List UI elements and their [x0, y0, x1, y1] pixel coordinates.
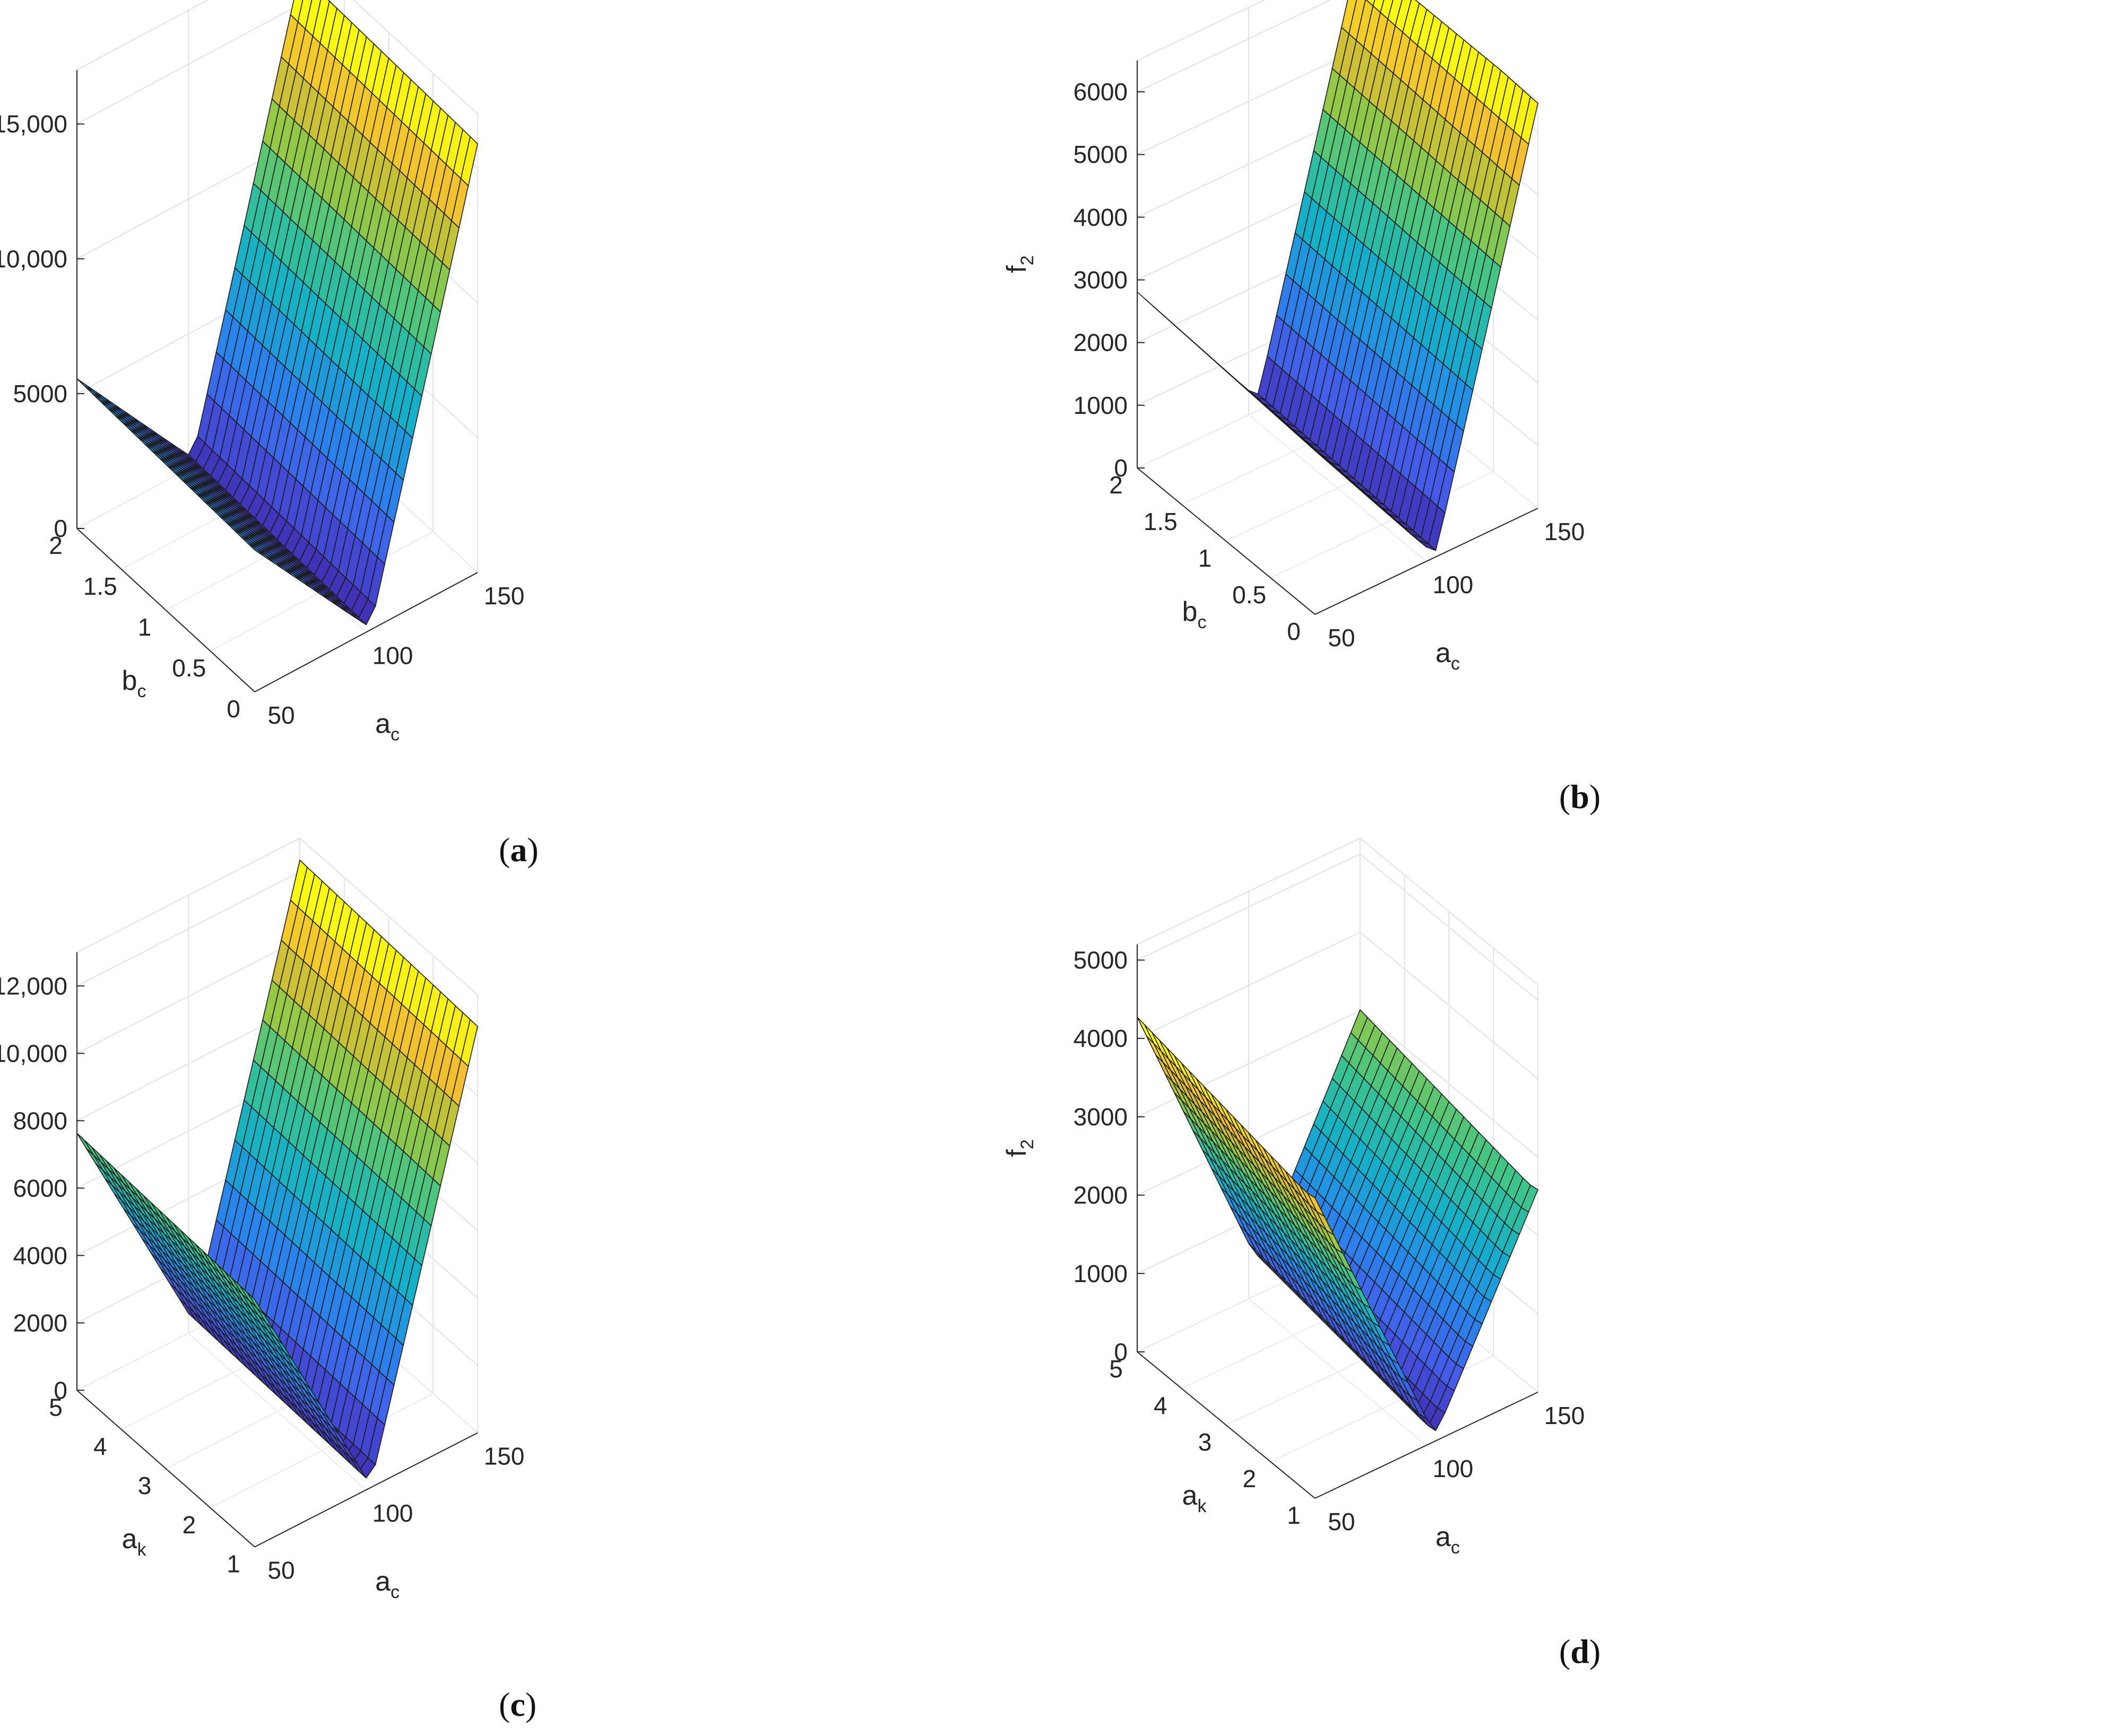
x-axis-label: ac [1435, 1522, 1460, 1558]
x-axis-line [254, 572, 478, 692]
y-axis-label: ak [122, 1524, 147, 1560]
x-axis-label: ac [1435, 638, 1460, 674]
surface-plot-c: 0 2000 4000 6000 8000 10,000 12,000 1 2 3 4 5 50 100 1… [0, 837, 524, 1602]
y-tick-label: 5 [1109, 1355, 1123, 1383]
x-axis-line [1314, 1392, 1538, 1499]
y-tick-label: 4 [1154, 1392, 1167, 1419]
surface-cell [247, 1292, 265, 1315]
y-axis-line [1137, 1351, 1316, 1499]
caption-c: (c) [499, 1686, 537, 1723]
y-axis-label: bc [122, 665, 146, 701]
panel-a: 0500010,00015,00000.511.5250100150f1bcac… [0, 0, 1060, 869]
x-tick-label: 150 [1544, 1402, 1585, 1429]
z-tick-label: 15,000 [0, 110, 67, 138]
z-tick-label: 12,000 [0, 972, 67, 1000]
x-tick-label: 50 [267, 701, 295, 729]
z-tick-label: 5000 [13, 380, 67, 407]
z-tick-label: 0 [54, 1376, 67, 1404]
z-tick-label: 2000 [1074, 1182, 1128, 1209]
z-tick-label: 1000 [1074, 1260, 1128, 1287]
y-tick-label: 5 [49, 1393, 63, 1421]
axes: 0 1000 2000 3000 4000 5000 1 2 3 4 5 50 100 150 f2 ak ac [1001, 944, 1585, 1558]
x-tick-label: 50 [1328, 624, 1355, 652]
z-tick-label: 0 [54, 515, 67, 542]
panel-d: 0 1000 2000 3000 4000 5000 1 2 3 4 5 50 100 150 f2 ak ac… [1001, 837, 2120, 1736]
surface-mesh [1137, 0, 1538, 551]
panel-b: 0 1000 2000 3000 4000 5000 6000 0 0.5 1 1.5 2 50 100 1… [1001, 0, 2120, 868]
z-tick-label: 1000 [1074, 392, 1128, 419]
z-tick-label: 5000 [1074, 947, 1128, 974]
x-axis-line [1314, 508, 1538, 615]
x-tick-label: 150 [1544, 518, 1585, 545]
y-axis-line [76, 528, 255, 692]
y-axis-label: bc [1182, 596, 1207, 632]
surface-cell [1306, 1192, 1326, 1218]
caption-a: (a) [499, 831, 539, 869]
x-tick-label: 100 [373, 642, 413, 670]
caption-b: (b) [1559, 778, 1601, 815]
z-axis-label: f2 [1001, 255, 1037, 273]
y-axis-line [1137, 467, 1316, 615]
y-tick-label: 1 [1287, 1501, 1301, 1529]
x-axis-label: ac [375, 709, 400, 745]
y-tick-label: 1 [1198, 544, 1212, 572]
panel-c: 0 2000 4000 6000 8000 10,000 12,000 1 2 3 4 5 50 100 1… [0, 837, 1060, 1736]
z-tick-label: 10,000 [0, 245, 67, 273]
surface-cell [247, 542, 265, 557]
y-tick-label: 1 [227, 1550, 240, 1578]
y-tick-label: 3 [1198, 1428, 1212, 1456]
y-tick-label: 0.5 [1232, 581, 1266, 609]
y-tick-label: 0 [1287, 618, 1301, 645]
x-tick-label: 100 [1433, 1455, 1474, 1482]
surface-mesh [1137, 1009, 1539, 1431]
x-axis-label: ac [375, 1566, 400, 1602]
y-tick-label: 2 [49, 532, 63, 559]
z-tick-label: 6000 [13, 1174, 67, 1202]
surface-mesh [76, 859, 478, 1479]
y-tick-label: 1 [138, 613, 152, 641]
z-tick-label: 4000 [13, 1242, 67, 1269]
z-tick-label: 3000 [1074, 1103, 1128, 1131]
axes: 0 1000 2000 3000 4000 5000 6000 0 0.5 1 1.5 2 50 100 1… [1001, 60, 1585, 674]
z-tick-label: 4000 [1074, 1025, 1128, 1052]
x-tick-label: 50 [267, 1557, 295, 1584]
z-tick-label: 5000 [1074, 141, 1128, 168]
x-tick-label: 50 [1328, 1508, 1355, 1535]
z-tick-label: 2000 [1074, 329, 1128, 357]
z-tick-label: 6000 [1074, 78, 1128, 106]
y-tick-label: 3 [138, 1472, 152, 1499]
x-tick-label: 150 [484, 1443, 525, 1470]
z-tick-label: 2000 [13, 1309, 67, 1336]
y-tick-label: 0.5 [172, 654, 206, 682]
z-tick-label: 3000 [1074, 266, 1128, 294]
z-tick-label: 4000 [1074, 203, 1128, 231]
x-tick-label: 150 [484, 582, 525, 610]
y-axis-label: ak [1182, 1480, 1207, 1516]
caption-d: (d) [1559, 1633, 1601, 1670]
z-tick-label: 0 [1114, 454, 1128, 482]
z-tick-label: 10,000 [0, 1039, 67, 1067]
y-tick-label: 2 [182, 1511, 196, 1539]
surface-mesh [76, 0, 478, 626]
x-tick-label: 100 [1433, 571, 1474, 598]
y-tick-label: 2 [1242, 1465, 1256, 1492]
z-tick-label: 0 [1114, 1338, 1128, 1366]
surface-cell [1307, 444, 1325, 459]
y-tick-label: 0 [227, 695, 240, 723]
y-tick-label: 2 [1109, 471, 1123, 499]
z-tick-label: 8000 [13, 1107, 67, 1134]
y-axis-line [76, 1390, 255, 1548]
y-tick-label: 1.5 [1144, 508, 1178, 535]
surface-plot-b: 0 1000 2000 3000 4000 5000 6000 0 0.5 1 1.5 2 50 100 1… [1001, 0, 1585, 674]
surface-plot-d: 0 1000 2000 3000 4000 5000 1 2 3 4 5 50 100 150 f2 ak ac [1001, 837, 1585, 1558]
axes: 0 2000 4000 6000 8000 10,000 12,000 1 2 3 4 5 50 100 1… [0, 952, 524, 1602]
x-tick-label: 100 [373, 1499, 413, 1527]
x-axis-line [254, 1432, 478, 1548]
y-tick-label: 4 [93, 1433, 107, 1460]
z-axis-label: f2 [1001, 1139, 1037, 1157]
y-tick-label: 1.5 [83, 572, 117, 600]
